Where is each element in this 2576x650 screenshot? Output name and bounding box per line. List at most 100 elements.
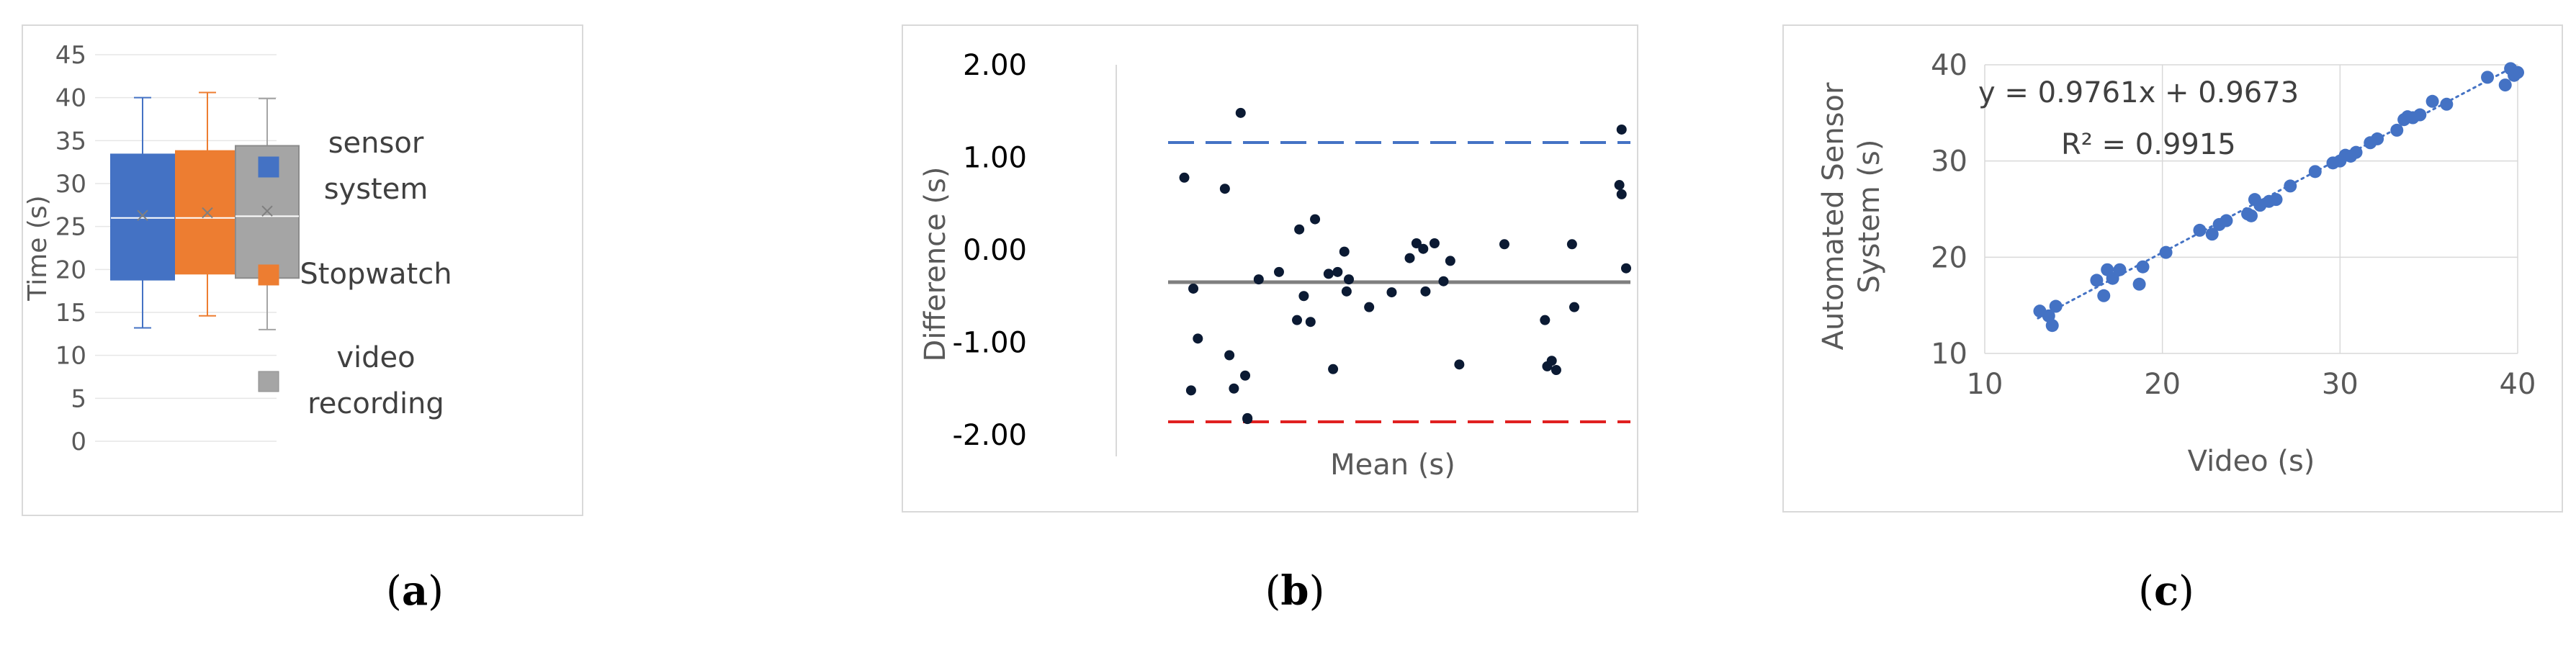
data-point bbox=[1305, 317, 1316, 328]
data-point bbox=[2045, 319, 2059, 333]
data-point bbox=[1438, 276, 1449, 286]
data-point bbox=[2245, 209, 2258, 222]
x-tick-label: 10 bbox=[1967, 368, 2003, 401]
box-1 bbox=[110, 153, 175, 281]
y-tick-label: 20 bbox=[55, 256, 86, 284]
data-point bbox=[2284, 179, 2297, 193]
y-axis-label: Automated Sensor bbox=[1817, 82, 1850, 350]
y-axis-label: System (s) bbox=[1853, 140, 1886, 294]
y-tick-label: 0.00 bbox=[963, 234, 1027, 267]
bland-altman-panel: -2.00 -1.00 0.00 1.00 2.00 Difference (s) Mean… bbox=[902, 24, 1638, 513]
data-point bbox=[1253, 274, 1264, 285]
bland-altman-chart: -2.00 -1.00 0.00 1.00 2.00 Difference (s) Mean… bbox=[919, 49, 1631, 482]
data-point bbox=[1273, 266, 1284, 277]
data-point bbox=[2205, 227, 2219, 241]
data-point bbox=[2090, 274, 2104, 287]
data-point bbox=[1188, 283, 1199, 294]
y-tick-label: 45 bbox=[55, 41, 86, 70]
data-point bbox=[2481, 71, 2495, 84]
data-point bbox=[2269, 193, 2283, 207]
data-point bbox=[2349, 145, 2363, 159]
data-point bbox=[1418, 243, 1429, 254]
y-tick-label: 30 bbox=[55, 170, 86, 199]
y-tick-label: 40 bbox=[1931, 49, 1967, 82]
data-point bbox=[2371, 132, 2384, 145]
data-point bbox=[2193, 223, 2207, 237]
legend-label: sensor bbox=[328, 127, 424, 160]
data-point bbox=[1332, 266, 1343, 277]
x-axis-label: Mean (s) bbox=[1330, 448, 1455, 482]
data-point bbox=[2136, 260, 2150, 274]
x-tick-label: 40 bbox=[2500, 368, 2536, 401]
data-point bbox=[1193, 333, 1203, 344]
data-point bbox=[1185, 385, 1196, 396]
data-point bbox=[1235, 107, 1246, 118]
y-tick-label: -1.00 bbox=[953, 327, 1028, 360]
legend-swatch bbox=[258, 371, 279, 392]
data-point bbox=[1454, 359, 1465, 370]
data-point bbox=[2390, 123, 2404, 137]
x-tick-label: 20 bbox=[2144, 368, 2181, 401]
data-point bbox=[2308, 165, 2322, 179]
data-point bbox=[1294, 224, 1305, 235]
data-point bbox=[1292, 315, 1303, 325]
y-axis-label: Difference (s) bbox=[919, 167, 952, 362]
data-point bbox=[2511, 66, 2524, 79]
data-point bbox=[1616, 124, 1627, 135]
data-point bbox=[1219, 184, 1230, 194]
r-squared-label: R² = 0.9915 bbox=[2061, 128, 2236, 161]
data-point bbox=[2097, 289, 2111, 302]
legend-label: video bbox=[336, 341, 415, 374]
data-point bbox=[1566, 239, 1577, 250]
legend-label: system bbox=[324, 173, 428, 206]
data-point bbox=[1364, 302, 1375, 312]
data-point bbox=[1429, 238, 1440, 249]
trendline-equation: y = 0.9761x + 0.9673 bbox=[1978, 76, 2299, 109]
data-point bbox=[1298, 291, 1309, 302]
caption-a: (a) bbox=[385, 567, 444, 615]
data-point bbox=[1229, 383, 1239, 394]
data-point bbox=[2049, 299, 2063, 313]
data-point bbox=[1242, 412, 1253, 423]
data-point bbox=[2413, 108, 2427, 122]
data-point bbox=[1310, 214, 1321, 225]
data-point bbox=[1240, 370, 1251, 381]
data-point bbox=[2106, 271, 2119, 285]
data-point bbox=[2159, 245, 2173, 259]
data-point bbox=[1224, 350, 1235, 361]
data-point bbox=[2220, 214, 2233, 227]
data-point bbox=[1550, 365, 1561, 376]
data-point bbox=[1179, 172, 1190, 183]
y-tick-label: 0 bbox=[71, 428, 86, 456]
mean-marker bbox=[261, 205, 273, 217]
caption-c: (c) bbox=[2138, 567, 2194, 615]
data-point bbox=[1328, 364, 1339, 374]
data-point bbox=[1569, 302, 1580, 312]
boxplot-chart: 0 5 10 15 20 25 30 35 40 45 Time (s) sensor system St… bbox=[23, 41, 452, 456]
data-point bbox=[1499, 239, 1509, 250]
caption-b: (b) bbox=[1265, 567, 1325, 615]
data-point bbox=[1616, 189, 1627, 199]
data-point bbox=[1445, 256, 1455, 266]
y-tick-label: 25 bbox=[55, 213, 86, 242]
data-point bbox=[2498, 78, 2512, 92]
y-tick-label: 10 bbox=[55, 342, 86, 371]
mean-marker bbox=[202, 207, 213, 219]
mean-marker bbox=[137, 209, 148, 221]
data-point bbox=[1411, 238, 1422, 249]
data-point bbox=[1323, 268, 1334, 279]
data-point bbox=[1404, 253, 1415, 263]
y-axis-label: Time (s) bbox=[23, 195, 53, 301]
x-tick-label: 30 bbox=[2322, 368, 2359, 401]
data-point bbox=[1546, 356, 1557, 366]
legend-label: Stopwatch bbox=[300, 258, 452, 291]
data-point bbox=[1339, 246, 1350, 257]
y-tick-label: 10 bbox=[1931, 338, 1967, 371]
legend-label: recording bbox=[308, 387, 444, 420]
x-axis-label: Video (s) bbox=[2188, 445, 2315, 478]
data-point bbox=[2113, 263, 2127, 276]
y-tick-label: 40 bbox=[55, 84, 86, 113]
regression-panel: 10 20 30 40 10 20 30 40 Video (s) Automated Senso… bbox=[1782, 24, 2563, 513]
data-point bbox=[1344, 274, 1355, 285]
data-point bbox=[1420, 286, 1431, 297]
